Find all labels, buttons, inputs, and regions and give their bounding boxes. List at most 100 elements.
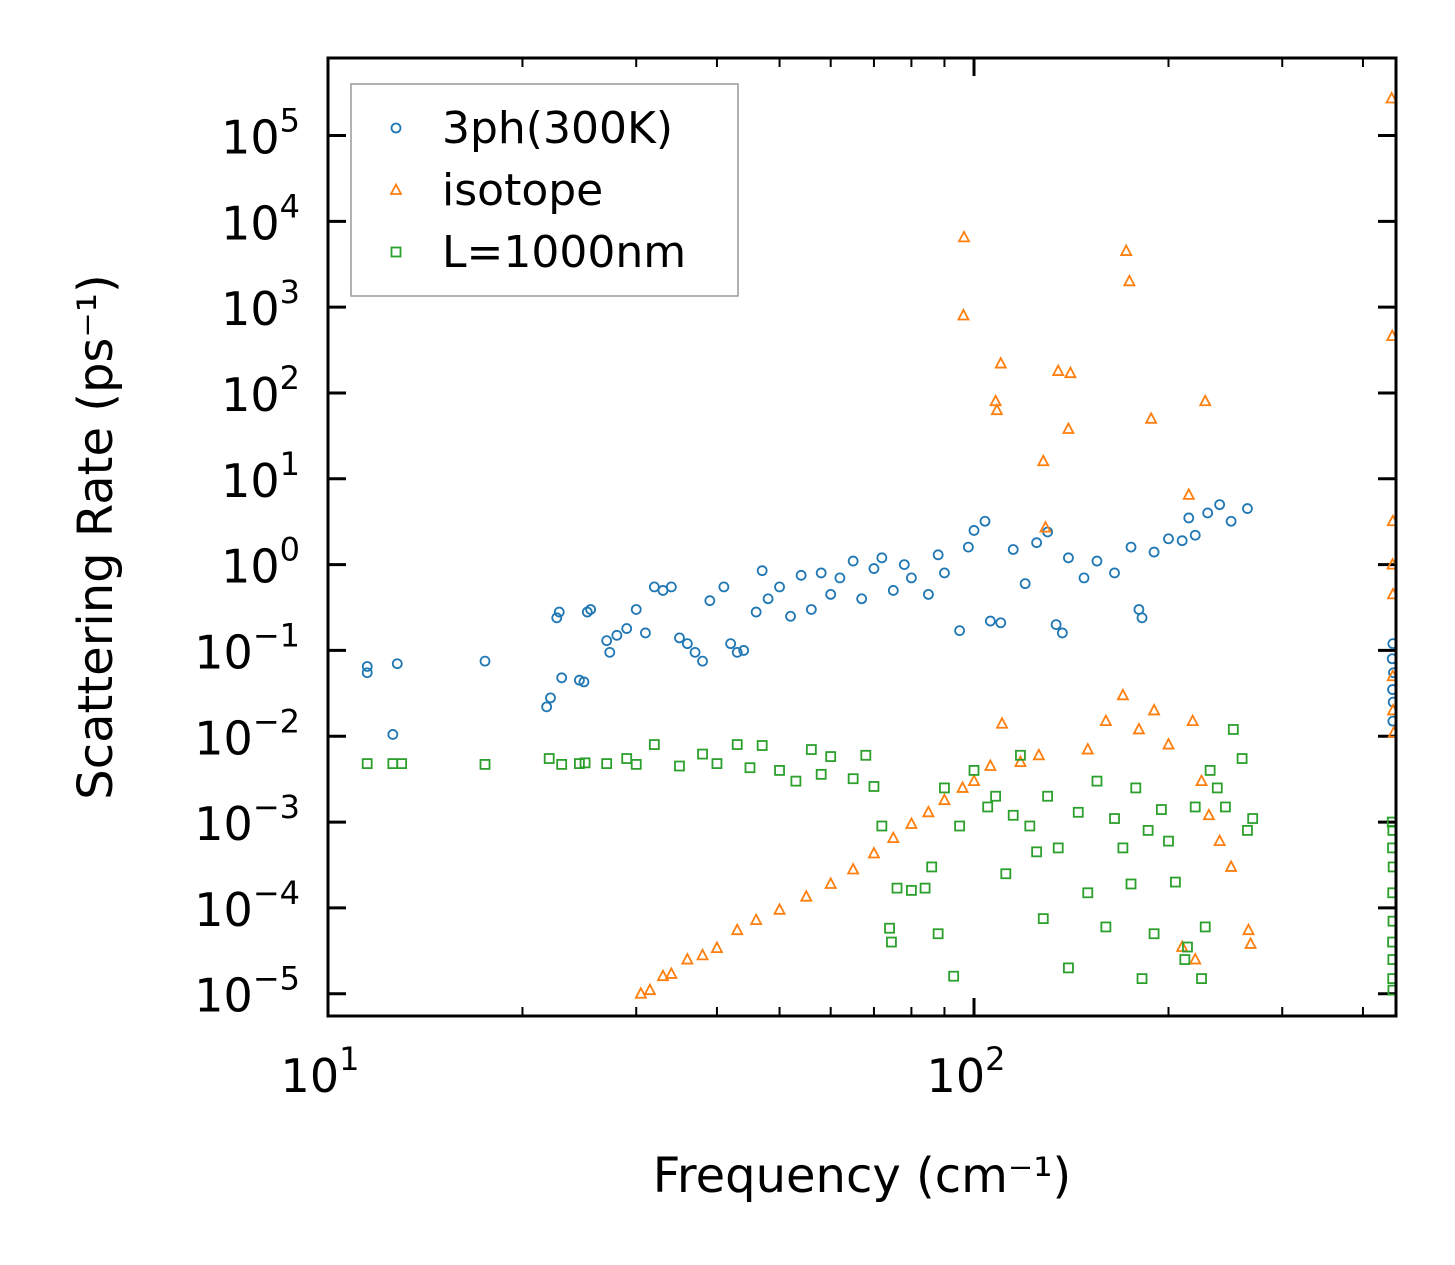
data-point xyxy=(876,552,888,564)
data-point xyxy=(391,658,403,670)
data-point xyxy=(891,882,903,894)
data-point xyxy=(1386,653,1396,665)
data-point xyxy=(1000,868,1012,880)
data-point xyxy=(1056,627,1068,639)
data-point xyxy=(1189,801,1201,813)
data-point xyxy=(1387,725,1396,738)
data-point xyxy=(756,740,768,751)
data-point xyxy=(664,966,678,979)
data-point xyxy=(1015,749,1026,761)
data-point xyxy=(1387,861,1396,873)
data-point xyxy=(711,758,723,770)
data-point xyxy=(710,940,724,954)
y-tick-label: 104 xyxy=(221,187,300,250)
data-point xyxy=(984,615,996,627)
y-tick-label: 103 xyxy=(221,273,300,336)
data-point xyxy=(1163,533,1174,545)
data-point xyxy=(1042,790,1054,802)
data-point xyxy=(601,758,613,770)
data-point xyxy=(887,585,899,596)
data-point xyxy=(674,632,685,644)
data-point xyxy=(648,739,660,750)
data-point xyxy=(574,758,585,770)
data-point xyxy=(725,638,737,650)
data-point xyxy=(1195,773,1209,787)
data-point xyxy=(1031,846,1043,858)
x-tick-label: 102 xyxy=(927,1040,1006,1103)
data-point xyxy=(906,572,917,584)
data-point xyxy=(1116,687,1130,701)
data-point xyxy=(954,820,966,832)
data-point xyxy=(1161,737,1175,750)
data-point xyxy=(939,567,950,579)
data-point xyxy=(785,610,796,622)
data-point xyxy=(681,638,693,650)
data-point xyxy=(1117,842,1129,854)
data-point xyxy=(361,667,373,679)
data-point xyxy=(1072,806,1084,818)
data-point xyxy=(1196,973,1207,985)
data-point xyxy=(886,830,900,844)
data-point xyxy=(634,986,648,999)
data-point xyxy=(1213,833,1227,847)
data-point xyxy=(1242,503,1253,514)
data-point xyxy=(1387,684,1396,695)
legend: 3ph(300K) isotope L=1000nm xyxy=(350,83,739,297)
data-point xyxy=(1019,578,1031,590)
data-point xyxy=(396,758,408,770)
data-point xyxy=(1387,984,1396,996)
data-point xyxy=(1387,715,1396,727)
data-point xyxy=(604,646,616,658)
data-point xyxy=(1199,921,1211,933)
data-point xyxy=(1186,713,1200,727)
data-point xyxy=(630,758,642,770)
data-point xyxy=(1119,243,1133,256)
data-point xyxy=(1163,835,1174,847)
data-point xyxy=(387,729,399,740)
data-point xyxy=(774,581,785,593)
data-point xyxy=(1155,804,1167,815)
data-point xyxy=(799,889,813,902)
data-point xyxy=(847,555,859,567)
data-point xyxy=(674,760,685,772)
series-circle xyxy=(361,499,1396,740)
y-tick-label: 100 xyxy=(221,531,300,594)
data-point xyxy=(982,801,994,813)
y-tick-label: 105 xyxy=(221,102,300,165)
data-point xyxy=(1242,824,1253,836)
data-point xyxy=(1214,499,1226,511)
data-point xyxy=(704,595,716,607)
data-point xyxy=(718,581,730,593)
data-point xyxy=(1220,801,1231,813)
data-point xyxy=(1082,887,1094,899)
y-tick-label: 101 xyxy=(221,445,300,508)
data-point xyxy=(1099,713,1113,727)
data-point xyxy=(1182,941,1193,953)
data-point xyxy=(926,861,938,873)
data-point xyxy=(1148,546,1160,558)
data-point xyxy=(1387,638,1396,650)
data-point xyxy=(1081,742,1095,755)
data-point xyxy=(1225,515,1237,527)
data-point xyxy=(1091,775,1103,787)
data-point xyxy=(886,936,897,948)
data-point xyxy=(995,617,1007,629)
data-point xyxy=(1142,824,1154,836)
series-square xyxy=(361,724,1396,996)
data-point xyxy=(750,606,762,618)
data-point xyxy=(1031,537,1043,549)
data-point xyxy=(923,588,934,600)
data-point xyxy=(994,356,1008,369)
data-point xyxy=(921,804,935,818)
data-point xyxy=(1188,952,1202,965)
data-point xyxy=(621,623,633,634)
data-point xyxy=(815,567,827,579)
data-point xyxy=(1007,544,1019,555)
data-point xyxy=(868,781,880,792)
data-point xyxy=(361,661,373,672)
data-point xyxy=(731,739,743,750)
y-tick-label: 10−2 xyxy=(194,702,300,765)
data-point xyxy=(1091,555,1103,567)
data-point xyxy=(1388,667,1396,679)
data-point xyxy=(479,655,491,667)
